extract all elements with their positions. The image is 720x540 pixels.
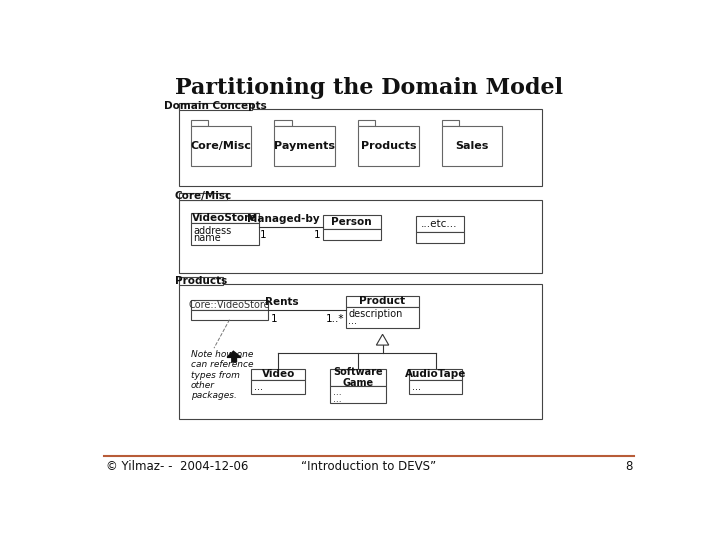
Bar — [330, 369, 386, 386]
Text: ...: ... — [348, 316, 357, 326]
Bar — [251, 380, 305, 394]
Text: AudioTape: AudioTape — [405, 369, 467, 379]
Text: VideoStore: VideoStore — [192, 213, 258, 223]
Bar — [323, 229, 381, 240]
Text: Rents: Rents — [266, 297, 299, 307]
Bar — [330, 386, 386, 403]
Bar — [274, 120, 292, 126]
Text: address: address — [193, 226, 231, 236]
Bar — [251, 369, 305, 380]
Text: ...: ... — [253, 382, 263, 392]
Text: Payments: Payments — [274, 140, 336, 151]
Bar — [179, 284, 542, 419]
Bar — [274, 126, 335, 166]
Bar — [415, 217, 464, 232]
Text: ...: ... — [333, 395, 341, 404]
Text: description: description — [348, 309, 402, 319]
Bar — [179, 103, 253, 110]
Bar — [191, 120, 208, 126]
Text: Product: Product — [359, 296, 405, 306]
Bar — [346, 296, 419, 307]
Bar — [415, 232, 464, 242]
Text: name: name — [193, 233, 221, 242]
Bar — [191, 310, 269, 320]
Text: ...: ... — [412, 382, 420, 392]
Text: Software
Game: Software Game — [333, 367, 383, 388]
Bar — [323, 215, 381, 229]
Text: © Yilmaz- -  2004-12-06: © Yilmaz- - 2004-12-06 — [106, 460, 248, 473]
Polygon shape — [377, 334, 389, 345]
Polygon shape — [228, 351, 241, 362]
Bar — [191, 300, 269, 310]
Text: 1: 1 — [314, 231, 320, 240]
Text: 1: 1 — [261, 231, 267, 240]
Bar — [191, 224, 259, 245]
Bar — [179, 278, 222, 285]
Text: Note how one
can reference
types from
other
packages.: Note how one can reference types from ot… — [191, 350, 253, 400]
Text: 8: 8 — [625, 460, 632, 473]
Text: ...: ... — [333, 388, 341, 397]
Text: Core/Misc: Core/Misc — [191, 140, 251, 151]
Text: Managed-by: Managed-by — [248, 214, 320, 224]
Bar — [442, 120, 459, 126]
Text: 1: 1 — [271, 314, 277, 323]
Text: Core/Misc: Core/Misc — [174, 192, 232, 201]
Bar — [191, 213, 259, 224]
Text: Products: Products — [361, 140, 416, 151]
Text: Products: Products — [175, 276, 227, 286]
Text: 1..*: 1..* — [325, 314, 344, 323]
Text: ...etc...: ...etc... — [421, 219, 458, 229]
Bar — [346, 307, 419, 328]
Bar — [442, 126, 503, 166]
Text: “Introduction to DEVS”: “Introduction to DEVS” — [302, 460, 436, 473]
Text: Video: Video — [261, 369, 295, 379]
Text: Partitioning the Domain Model: Partitioning the Domain Model — [175, 77, 563, 99]
Bar — [409, 380, 462, 394]
Bar — [179, 193, 227, 200]
Bar — [358, 126, 418, 166]
Bar — [409, 369, 462, 380]
Bar — [358, 120, 375, 126]
Text: Sales: Sales — [455, 140, 489, 151]
Bar — [179, 200, 542, 273]
Text: Domain Concepts: Domain Concepts — [164, 102, 267, 111]
Text: Person: Person — [331, 217, 372, 227]
Bar — [191, 126, 251, 166]
Bar — [179, 110, 542, 186]
Text: Core::VideoStore: Core::VideoStore — [189, 300, 270, 310]
